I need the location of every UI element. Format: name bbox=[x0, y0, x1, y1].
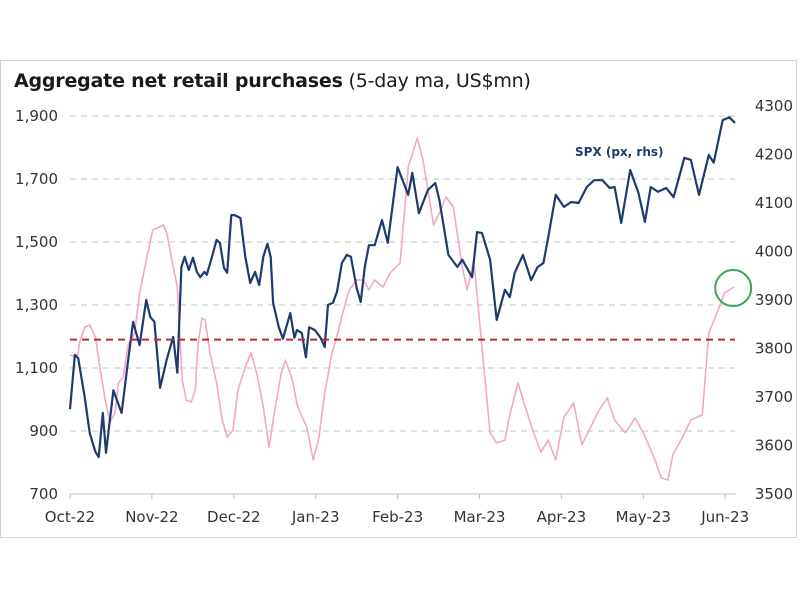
right-axis-ticks: 4300 4200 4100 4000 3900 3800 3700 3600 3500 bbox=[755, 97, 793, 503]
left-tick-label: 1,700 bbox=[15, 170, 58, 188]
right-tick-label: 3900 bbox=[755, 291, 793, 309]
chart-title-main: Aggregate net retail purchases bbox=[14, 70, 343, 92]
left-tick-label: 1,900 bbox=[15, 107, 58, 125]
legend-label-spx: SPX (px, rhs) bbox=[575, 145, 664, 159]
series-line-net-retail-purchases bbox=[69, 137, 735, 481]
annotation-layer bbox=[714, 269, 753, 308]
left-axis-ticks: 1,900 1,700 1,500 1,300 1,100 900 700 bbox=[15, 107, 58, 503]
right-tick-label: 3500 bbox=[755, 485, 793, 503]
left-tick-label: 1,500 bbox=[15, 233, 58, 251]
x-axis: Oct-22 Nov-22 Dec-22 Jan-23 Feb-23 Mar-23 Apr-… bbox=[45, 493, 749, 526]
right-tick-label: 3600 bbox=[755, 437, 793, 455]
left-tick-label: 1,300 bbox=[15, 296, 58, 314]
chart-title: Aggregate net retail purchases (5-day ma… bbox=[14, 70, 531, 92]
right-tick-label: 3700 bbox=[755, 388, 793, 406]
chart-subtitle: (5-day ma, US$mn) bbox=[348, 70, 531, 92]
x-tick-label: Feb-23 bbox=[372, 508, 423, 526]
x-tick-label: May-23 bbox=[616, 508, 671, 526]
series-lines bbox=[68, 116, 736, 481]
left-tick-label: 900 bbox=[29, 422, 58, 440]
gridlines bbox=[70, 115, 735, 432]
right-tick-label: 4000 bbox=[755, 243, 793, 261]
right-tick-label: 4200 bbox=[755, 146, 793, 164]
x-tick-label: Apr-23 bbox=[537, 508, 587, 526]
left-tick-label: 700 bbox=[29, 485, 58, 503]
right-tick-label: 4100 bbox=[755, 194, 793, 212]
highlight-circle bbox=[714, 269, 753, 308]
x-tick-label: Jun-23 bbox=[700, 508, 749, 526]
x-tick-label: Mar-23 bbox=[454, 508, 506, 526]
series-line-spx bbox=[68, 116, 736, 459]
left-tick-label: 1,100 bbox=[15, 359, 58, 377]
right-tick-label: 4300 bbox=[755, 97, 793, 115]
right-tick-label: 3800 bbox=[755, 340, 793, 358]
x-tick-label: Oct-22 bbox=[45, 508, 95, 526]
x-tick-label: Dec-22 bbox=[207, 508, 261, 526]
chart-frame bbox=[0, 60, 797, 538]
x-tick-label: Jan-23 bbox=[291, 508, 340, 526]
x-tick-label: Nov-22 bbox=[125, 508, 178, 526]
